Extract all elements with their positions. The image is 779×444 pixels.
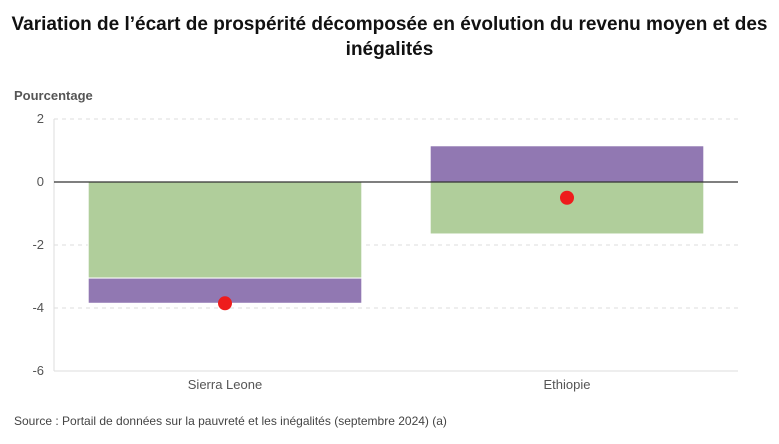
x-tick-label: Ethiopie — [544, 377, 591, 392]
y-tick-label: -4 — [32, 300, 44, 315]
y-tick-label: -6 — [32, 363, 44, 378]
bar-segment — [87, 181, 363, 279]
total-dot — [560, 190, 574, 205]
bar-segment — [87, 277, 363, 304]
total-dot — [218, 296, 232, 311]
source-note: Source : Portail de données sur la pauvr… — [14, 414, 447, 428]
x-tick-label: Sierra Leone — [188, 377, 262, 392]
y-axis-label: Pourcentage — [14, 88, 93, 103]
y-tick-label: 0 — [37, 174, 44, 189]
bar-segment — [429, 145, 705, 183]
y-tick-label: 2 — [37, 111, 44, 126]
chart-title: Variation de l’écart de prospérité décom… — [11, 14, 768, 60]
bar-segment — [429, 181, 705, 235]
y-tick-label: -2 — [32, 237, 44, 252]
